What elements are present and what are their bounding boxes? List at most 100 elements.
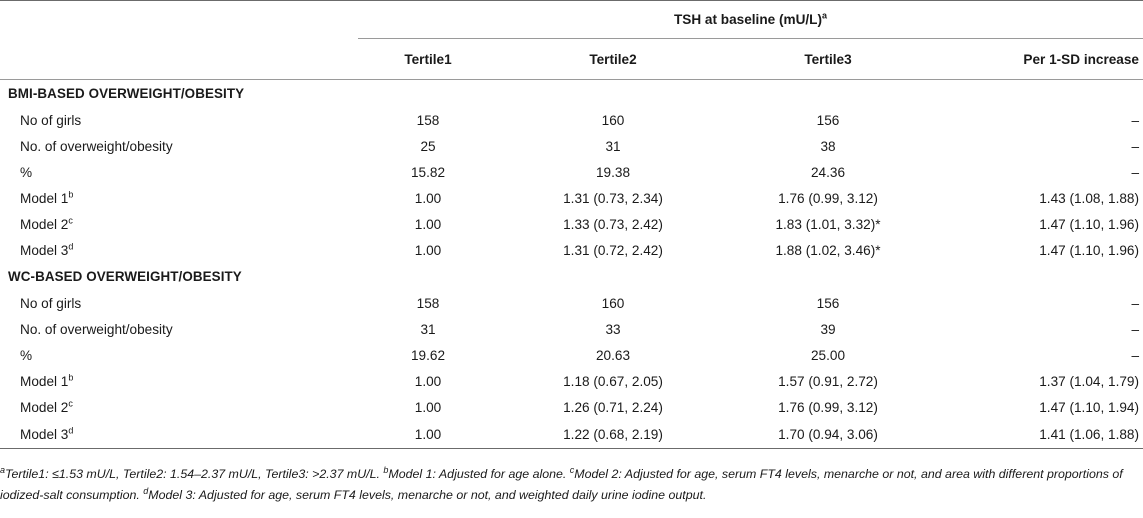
row-label: No. of overweight/obesity <box>20 321 173 337</box>
tertile1-cell: 1.00 <box>414 399 442 415</box>
table-row: No. of overweight/obesity 25 31 38 – <box>0 133 1143 159</box>
row-label: Model 2 <box>20 216 69 232</box>
column-header-per-sd: Per 1-SD increase <box>928 38 1143 80</box>
per-sd-cell: 1.41 (1.06, 1.88) <box>928 420 1143 449</box>
row-label: % <box>20 347 33 363</box>
row-label-cell: Model 3d <box>0 420 358 449</box>
tertile2-cell: 160 <box>601 112 625 128</box>
footnote-mark: b <box>383 464 389 475</box>
row-label: Model 1 <box>20 190 69 206</box>
per-sd-cell: – <box>1131 295 1139 311</box>
row-label-cell: Model 1b <box>0 368 358 394</box>
section-title: WC-BASED OVERWEIGHT/OBESITY <box>8 269 242 284</box>
footnote-text: Model 1: Adjusted for age alone. <box>388 467 570 481</box>
tsh-super-header-footnote-mark: a <box>822 10 828 21</box>
tertile1-cell: 1.00 <box>414 373 442 389</box>
row-label-cell: % <box>0 342 358 368</box>
per-sd-cell: 1.47 (1.10, 1.94) <box>1039 399 1139 415</box>
tertile3-cell: 1.76 (0.99, 3.12) <box>778 190 878 206</box>
row-label: Model 1 <box>20 373 69 389</box>
results-table-container: TSH at baseline (mU/L)a Tertile1 Tertile… <box>0 0 1143 449</box>
column-header-tertile3: Tertile3 <box>728 38 928 80</box>
tertile2-cell: 1.26 (0.71, 2.24) <box>563 399 663 415</box>
row-label: % <box>20 164 33 180</box>
table-row: Model 1b 1.00 1.31 (0.73, 2.34) 1.76 (0.99,… <box>0 185 1143 211</box>
table-row: Model 3d 1.00 1.31 (0.72, 2.42) 1.88 (1.02,… <box>0 237 1143 263</box>
footnote-text: Tertile1: ≤1.53 mU/L, Tertile2: 1.54–2.3… <box>5 467 384 481</box>
tertile3-cell: 25.00 <box>810 347 846 363</box>
footnote-text: Model 3: Adjusted for age, serum FT4 lev… <box>148 488 707 502</box>
table-row: No. of overweight/obesity 31 33 39 – <box>0 316 1143 342</box>
per-sd-cell: – <box>1131 112 1139 128</box>
section-header-row: WC-BASED OVERWEIGHT/OBESITY <box>0 263 1143 290</box>
section-header-row: BMI-BASED OVERWEIGHT/OBESITY <box>0 80 1143 108</box>
empty-header-cell <box>0 38 358 80</box>
tertile2-cell: 33 <box>605 321 621 337</box>
results-table: TSH at baseline (mU/L)a Tertile1 Tertile… <box>0 0 1143 449</box>
per-sd-cell: 1.47 (1.10, 1.96) <box>1039 242 1139 258</box>
row-label-footnote-mark: b <box>68 188 74 199</box>
per-sd-cell: – <box>1131 321 1139 337</box>
per-sd-cell: 1.47 (1.10, 1.96) <box>1039 216 1139 232</box>
tertile1-cell: 1.00 <box>414 242 442 258</box>
tsh-super-header: TSH at baseline (mU/L)a <box>358 0 1143 39</box>
empty-corner-cell <box>0 0 358 39</box>
row-label-cell: Model 1b <box>0 185 358 211</box>
tertile3-cell: 24.36 <box>810 164 846 180</box>
tertile2-cell: 20.63 <box>595 347 631 363</box>
tertile2-cell: 160 <box>601 295 625 311</box>
section-title: BMI-BASED OVERWEIGHT/OBESITY <box>8 86 245 101</box>
tertile2-cell: 31 <box>605 138 621 154</box>
tertile1-cell: 158 <box>416 112 440 128</box>
tertile1-cell: 31 <box>420 321 436 337</box>
tertile1-cell: 1.00 <box>358 420 498 449</box>
per-sd-cell: – <box>1131 164 1139 180</box>
tertile3-cell: 1.76 (0.99, 3.12) <box>778 399 878 415</box>
tertile3-cell: 156 <box>816 295 840 311</box>
row-label-footnote-mark: d <box>68 424 74 435</box>
tertile3-cell: 156 <box>816 112 840 128</box>
tertile1-cell: 1.00 <box>414 216 442 232</box>
column-header-row: Tertile1 Tertile2 Tertile3 Per 1-SD incr… <box>0 38 1143 80</box>
row-label-footnote-mark: b <box>68 371 74 382</box>
row-label-cell: No. of overweight/obesity <box>0 133 358 159</box>
tertile3-cell: 38 <box>820 138 836 154</box>
row-label-cell: Model 2c <box>0 211 358 237</box>
row-label-footnote-mark: c <box>68 397 73 408</box>
table-row: % 19.62 20.63 25.00 – <box>0 342 1143 368</box>
row-label-cell: No. of overweight/obesity <box>0 316 358 342</box>
tertile2-cell: 1.18 (0.67, 2.05) <box>563 373 663 389</box>
table-row: Model 2c 1.00 1.33 (0.73, 2.42) 1.83 (1.01,… <box>0 211 1143 237</box>
footnote-mark: c <box>569 464 575 475</box>
per-sd-cell: – <box>1131 347 1139 363</box>
row-label-cell: No of girls <box>0 107 358 133</box>
row-label-cell: Model 3d <box>0 237 358 263</box>
footnote-mark: a <box>0 464 6 475</box>
row-label: No of girls <box>20 295 82 311</box>
row-label-cell: Model 2c <box>0 394 358 420</box>
row-label-footnote-mark: c <box>68 214 73 225</box>
footnote-text: Model 2: Adjusted for age, serum FT4 lev… <box>0 467 1123 502</box>
tertile2-cell: 1.31 (0.72, 2.42) <box>563 242 663 258</box>
per-sd-cell: – <box>1131 138 1139 154</box>
row-label-cell: No of girls <box>0 290 358 316</box>
row-label-footnote-mark: d <box>68 240 74 251</box>
table-row: Model 3d 1.00 1.22 (0.68, 2.19) 1.70 (0.94,… <box>0 420 1143 449</box>
table-footnote: aTertile1: ≤1.53 mU/L, Tertile2: 1.54–2.… <box>0 464 1140 506</box>
table-row: % 15.82 19.38 24.36 – <box>0 159 1143 185</box>
table-row: Model 1b 1.00 1.18 (0.67, 2.05) 1.57 (0.91,… <box>0 368 1143 394</box>
tertile1-cell: 25 <box>420 138 436 154</box>
tertile3-cell: 1.57 (0.91, 2.72) <box>778 373 878 389</box>
tertile2-cell: 1.33 (0.73, 2.42) <box>563 216 663 232</box>
row-label: No of girls <box>20 112 82 128</box>
tertile3-cell: 39 <box>820 321 836 337</box>
tertile3-cell: 1.88 (1.02, 3.46)* <box>775 242 881 258</box>
tertile1-cell: 15.82 <box>410 164 446 180</box>
tertile2-cell: 19.38 <box>595 164 631 180</box>
tertile3-cell: 1.70 (0.94, 3.06) <box>728 420 928 449</box>
tertile1-cell: 19.62 <box>410 347 446 363</box>
per-sd-cell: 1.43 (1.08, 1.88) <box>1039 190 1139 206</box>
table-row: No of girls 158 160 156 – <box>0 107 1143 133</box>
row-label: No. of overweight/obesity <box>20 138 173 154</box>
row-label: Model 3 <box>20 242 69 258</box>
